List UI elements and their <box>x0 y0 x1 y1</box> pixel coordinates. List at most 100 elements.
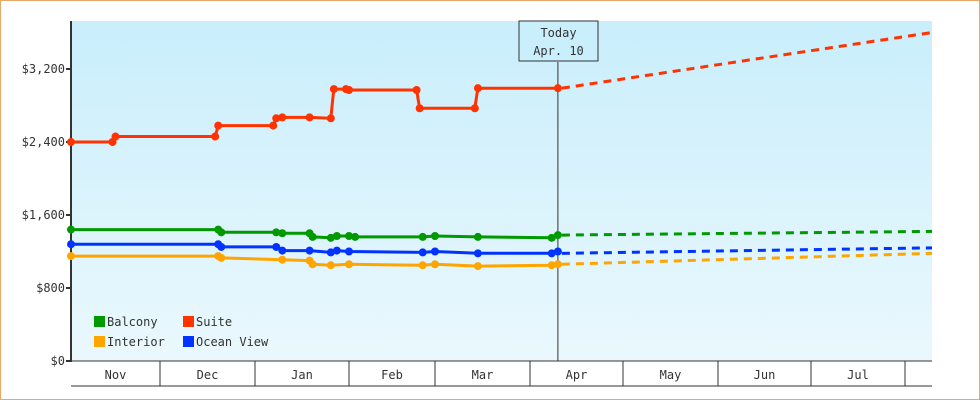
ocean-view-data-point[interactable] <box>326 248 335 257</box>
balcony-data-point[interactable] <box>332 231 341 240</box>
balcony-data-point[interactable] <box>326 233 335 242</box>
legend-item-suite[interactable]: Suite <box>183 315 232 329</box>
legend-swatch-icon <box>183 336 194 347</box>
balcony-data-point[interactable] <box>67 225 75 234</box>
ocean-view-data-point[interactable] <box>553 247 562 256</box>
interior-data-point[interactable] <box>308 260 317 269</box>
ocean-view-data-point[interactable] <box>547 249 556 258</box>
interior-data-point[interactable] <box>217 253 226 262</box>
suite-data-point[interactable] <box>329 85 338 94</box>
legend-item-ocean-view[interactable]: Ocean View <box>183 335 269 349</box>
legend-swatch-icon <box>94 336 105 347</box>
balcony-data-point[interactable] <box>547 233 556 242</box>
balcony-data-point[interactable] <box>351 232 360 241</box>
series-ocean-view <box>67 240 933 258</box>
ocean-view-data-point[interactable] <box>305 246 314 255</box>
interior-data-point[interactable] <box>345 260 353 269</box>
y-tick-label: $800 <box>36 281 65 295</box>
legend-swatch-icon <box>183 316 194 327</box>
y-tick-label: $3,200 <box>22 62 65 76</box>
suite-data-point[interactable] <box>272 114 281 123</box>
ocean-view-data-point[interactable] <box>431 247 439 256</box>
suite-data-point[interactable] <box>67 138 75 146</box>
ocean-view-data-point[interactable] <box>67 240 75 249</box>
month-label: Jul <box>847 368 869 382</box>
interior-data-point[interactable] <box>431 260 439 269</box>
suite-data-point[interactable] <box>412 85 421 94</box>
balcony-data-point[interactable] <box>217 228 226 237</box>
series-balcony <box>67 225 933 242</box>
suite-data-point[interactable] <box>214 121 223 130</box>
month-label: May <box>660 368 682 382</box>
interior-data-point[interactable] <box>278 255 287 264</box>
legend-item-interior[interactable]: Interior <box>94 335 165 349</box>
month-label: Feb <box>381 368 403 382</box>
legend-label: Interior <box>107 335 165 349</box>
today-date: Apr. 10 <box>533 44 584 58</box>
suite-data-point[interactable] <box>211 132 220 141</box>
ocean-view-data-point[interactable] <box>278 246 287 255</box>
ocean-view-data-point[interactable] <box>418 248 427 257</box>
ocean-view-forecast-line <box>561 246 933 255</box>
balcony-data-point[interactable] <box>272 228 281 237</box>
interior-data-point[interactable] <box>547 261 556 270</box>
ocean-view-data-point[interactable] <box>345 247 353 256</box>
interior-forecast-line <box>561 251 933 266</box>
balcony-data-point[interactable] <box>553 231 562 240</box>
legend-label: Ocean View <box>196 335 269 349</box>
suite-data-point[interactable] <box>470 104 479 113</box>
today-marker: Today Apr. 10 <box>518 20 599 361</box>
legend-item-balcony[interactable]: Balcony <box>94 315 158 329</box>
plot-area <box>71 21 932 361</box>
suite-history-line <box>71 86 558 144</box>
balcony-data-point[interactable] <box>473 232 482 241</box>
month-label: Jun <box>754 368 776 382</box>
suite-data-point[interactable] <box>111 132 120 141</box>
x-axis: Nov Dec Jan Feb Mar Apr May Jun Jul <box>71 360 932 387</box>
today-label-box <box>518 20 599 62</box>
ocean-view-data-point[interactable] <box>473 249 482 258</box>
interior-data-point[interactable] <box>553 260 562 269</box>
balcony-data-point[interactable] <box>431 231 439 240</box>
series-suite <box>67 31 933 146</box>
today-label: Today <box>540 26 576 40</box>
y-axis: $0 $800 $1,600 $2,400 $3,200 <box>22 21 72 368</box>
interior-data-point[interactable] <box>473 262 482 271</box>
balcony-data-point[interactable] <box>418 232 427 241</box>
balcony-data-point[interactable] <box>278 229 287 238</box>
interior-data-point[interactable] <box>326 261 335 270</box>
suite-data-point[interactable] <box>415 104 424 113</box>
y-tick-label: $2,400 <box>22 135 65 149</box>
y-tick-label: $1,600 <box>22 208 65 222</box>
suite-forecast-line <box>561 31 933 90</box>
suite-data-point[interactable] <box>473 84 482 93</box>
ocean-view-data-point[interactable] <box>332 246 341 255</box>
month-label: Apr <box>566 368 588 382</box>
legend-swatch-icon <box>94 316 105 327</box>
suite-data-point[interactable] <box>269 121 278 130</box>
ocean-view-data-point[interactable] <box>217 242 226 251</box>
legend-label: Suite <box>196 315 232 329</box>
series-interior <box>67 251 933 271</box>
legend: Balcony Suite Interior Ocean View <box>94 315 269 349</box>
balcony-data-point[interactable] <box>345 231 353 240</box>
month-label: Nov <box>105 368 127 382</box>
balcony-data-point[interactable] <box>308 232 317 241</box>
legend-label: Balcony <box>107 315 158 329</box>
month-label: Mar <box>472 368 494 382</box>
month-label: Dec <box>197 368 219 382</box>
suite-data-point[interactable] <box>553 84 562 93</box>
y-tick-label: $0 <box>51 354 65 368</box>
month-label: Jan <box>291 368 313 382</box>
series-lines <box>67 31 933 271</box>
suite-data-point[interactable] <box>305 113 314 122</box>
ocean-view-data-point[interactable] <box>272 242 281 251</box>
balcony-forecast-line <box>561 229 933 237</box>
suite-data-point[interactable] <box>345 85 353 94</box>
suite-data-point[interactable] <box>326 114 335 123</box>
interior-data-point[interactable] <box>418 261 427 270</box>
suite-data-point[interactable] <box>278 113 287 122</box>
interior-data-point[interactable] <box>67 252 75 261</box>
